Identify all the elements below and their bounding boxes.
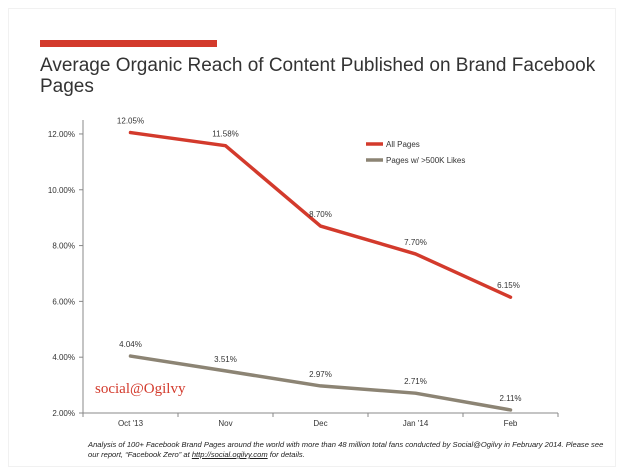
accent-bar <box>40 40 217 47</box>
x-tick-label: Nov <box>218 419 232 428</box>
x-tick-label: Oct '13 <box>118 419 144 428</box>
footnote: Analysis of 100+ Facebook Brand Pages ar… <box>88 440 608 460</box>
slide-border <box>8 8 616 467</box>
all-pages-line <box>128 130 513 299</box>
y-tick-label: 2.00% <box>52 409 75 418</box>
y-tick-label: 6.00% <box>52 297 75 306</box>
data-label: 11.58% <box>212 130 239 139</box>
pages-500k-line <box>128 354 513 412</box>
footnote-text: Analysis of 100+ Facebook Brand Pages ar… <box>88 440 604 459</box>
social-ogilvy-logo: social@Ogilvy <box>95 381 186 397</box>
data-label: 2.97% <box>309 370 332 379</box>
data-label: 2.11% <box>499 394 521 403</box>
chart-series: 12.05% 11.58% 8.70% 7.70% 6.15% 4.04% 3.51% 2.9… <box>117 117 522 412</box>
data-label: 3.51% <box>214 355 237 364</box>
data-label: 4.04% <box>119 340 142 349</box>
data-label: 8.70% <box>309 210 332 219</box>
legend-label: All Pages <box>386 140 420 149</box>
x-tick-label: Feb <box>504 419 518 428</box>
legend-label: Pages w/ >500K Likes <box>386 156 465 165</box>
y-tick-label: 8.00% <box>52 242 75 251</box>
chart-title: Average Organic Reach of Content Publish… <box>40 55 596 97</box>
chart-legend: All Pages Pages w/ >500K Likes <box>366 140 465 165</box>
x-axis-labels: Oct '13 Nov Dec Jan '14 Feb <box>82 413 559 428</box>
y-tick-label: 4.00% <box>52 353 75 362</box>
chart-axes <box>82 120 558 414</box>
y-tick-label: 10.00% <box>48 186 75 195</box>
data-label: 12.05% <box>117 117 144 126</box>
y-tick-label: 12.00% <box>48 130 75 139</box>
footnote-link[interactable]: http://social.ogilvy.com <box>191 450 268 459</box>
data-label: 6.15% <box>497 281 520 290</box>
data-label: 7.70% <box>404 238 427 247</box>
x-tick-label: Dec <box>313 419 327 428</box>
footnote-text-end: for details. <box>267 450 305 459</box>
x-tick-label: Jan '14 <box>403 419 429 428</box>
y-axis-ticks: 2.00% 4.00% 6.00% 8.00% 10.00% 12.00% <box>48 130 83 418</box>
data-label: 2.71% <box>404 377 427 386</box>
